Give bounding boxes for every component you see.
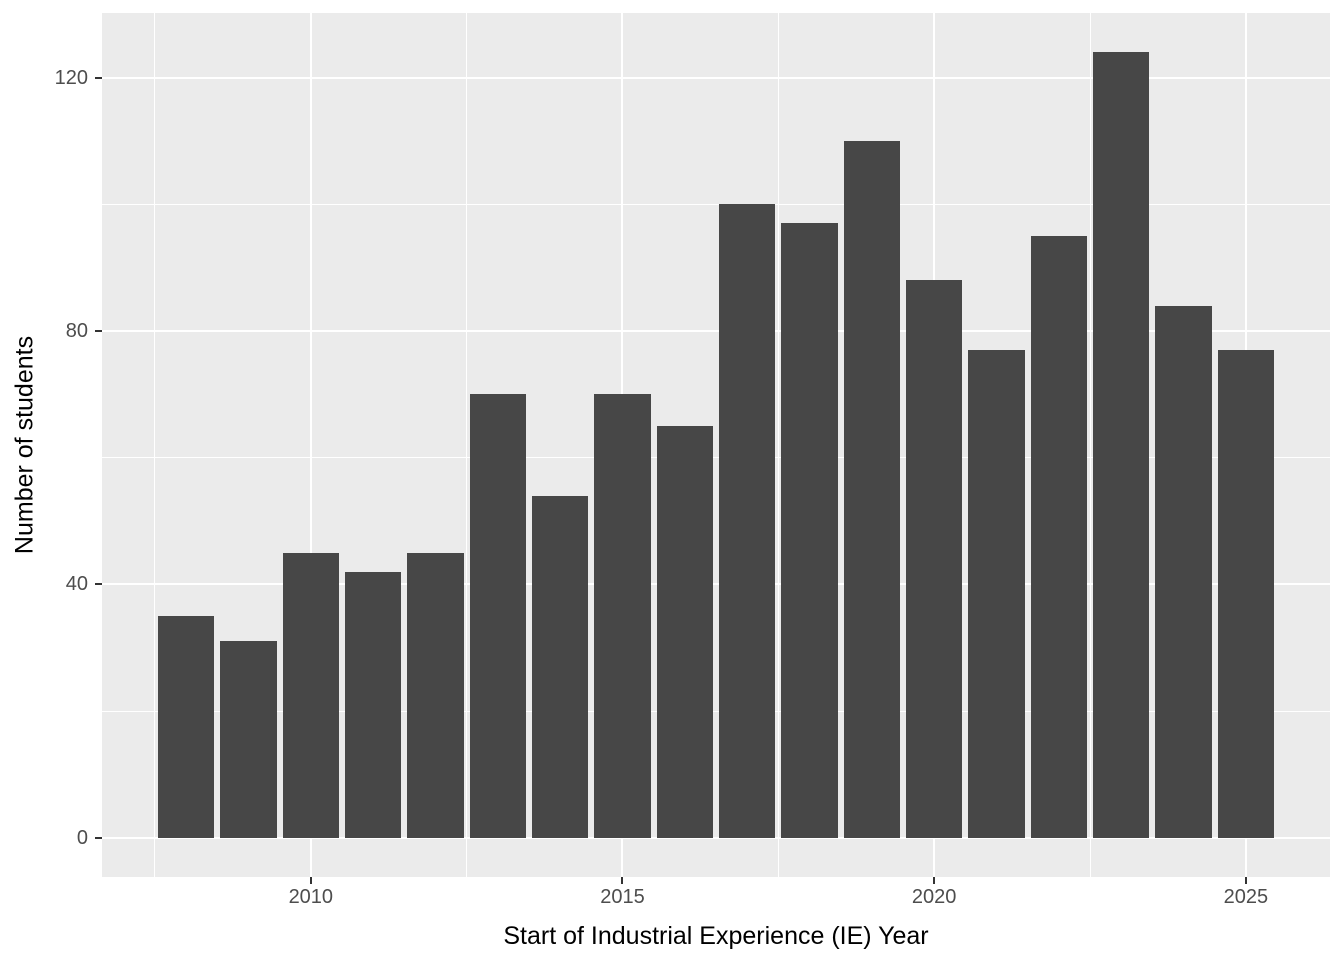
gridline-y-major [102, 329, 1330, 332]
y-tick-label: 80 [65, 319, 88, 342]
bar-2025 [1217, 349, 1274, 838]
bar-2023 [1093, 52, 1150, 838]
bar-2021 [968, 349, 1025, 838]
bar-2019 [843, 140, 900, 838]
y-tick-mark [95, 329, 102, 332]
gridline-x-minor [777, 13, 779, 877]
x-tick-mark [309, 877, 312, 884]
bar-2011 [345, 571, 402, 838]
x-tick-mark [621, 877, 624, 884]
y-tick-mark [95, 583, 102, 586]
bar-2017 [719, 204, 776, 838]
x-tick-label: 2010 [288, 886, 334, 908]
y-axis-title: Number of students [10, 335, 39, 555]
y-tick-label: 40 [65, 573, 88, 596]
y-tick-mark [95, 76, 102, 79]
gridline-y-major [102, 76, 1330, 79]
gridline-y-major [102, 583, 1330, 586]
bar-2008 [158, 616, 215, 838]
bar-2020 [906, 280, 963, 838]
bar-2013 [469, 394, 526, 838]
y-tick-label: 0 [76, 826, 88, 849]
bar-2010 [282, 552, 339, 838]
y-tick-mark [95, 836, 102, 839]
x-tick-mark [933, 877, 936, 884]
bar-2018 [781, 223, 838, 838]
bar-2024 [1155, 305, 1212, 838]
x-tick-mark [1244, 877, 1247, 884]
bar-2014 [532, 495, 589, 838]
bar-2009 [220, 641, 277, 838]
x-axis-title: Start of Industrial Experience (IE) Year [503, 922, 929, 950]
gridline-x-minor [1089, 13, 1091, 877]
gridline-y-major [102, 836, 1330, 839]
bar-2016 [656, 425, 713, 838]
plot-panel [102, 13, 1330, 877]
gridline-x-minor [466, 13, 468, 877]
y-tick-label: 120 [54, 66, 88, 89]
bar-2012 [407, 552, 464, 838]
x-tick-label: 2015 [600, 886, 645, 908]
gridline-y-minor [102, 457, 1330, 459]
gridline-y-minor [102, 203, 1330, 205]
bar-2015 [594, 394, 651, 838]
gridline-x-major [309, 13, 312, 877]
x-tick-label: 2025 [1223, 886, 1269, 908]
x-tick-label: 2020 [911, 886, 957, 908]
gridline-x-minor [154, 13, 156, 877]
bar-2022 [1030, 235, 1087, 838]
gridline-y-minor [102, 710, 1330, 712]
